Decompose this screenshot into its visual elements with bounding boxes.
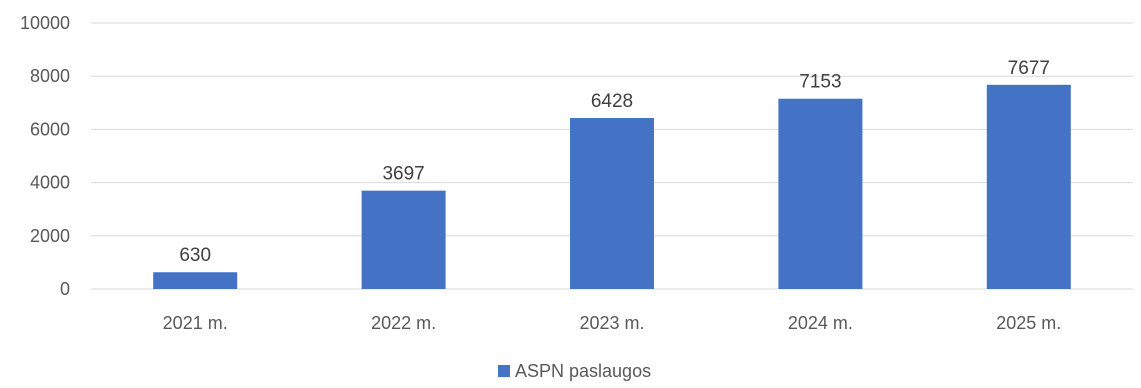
bars: [153, 84, 1071, 290]
bar: [570, 118, 654, 289]
y-tick-label: 0: [60, 279, 70, 299]
y-axis-ticks: 0 2000 4000 6000 8000 10000: [20, 13, 70, 299]
x-tick-label: 2023 m.: [579, 313, 644, 333]
y-tick-label: 8000: [30, 66, 70, 86]
legend-swatch: [498, 365, 510, 377]
bar: [361, 190, 446, 289]
bar: [153, 272, 238, 289]
x-tick-label: 2025 m.: [996, 313, 1061, 333]
data-label: 7153: [799, 72, 841, 93]
bar: [986, 84, 1071, 289]
y-tick-label: 2000: [30, 226, 70, 246]
legend: ASPN paslaugos: [498, 361, 651, 381]
x-tick-label: 2022 m.: [371, 313, 436, 333]
data-label: 3697: [382, 164, 424, 185]
data-label: 6428: [591, 91, 633, 112]
y-tick-label: 6000: [30, 119, 70, 139]
data-label: 7677: [1008, 58, 1050, 79]
x-axis-ticks: 2021 m. 2022 m. 2023 m. 2024 m. 2025 m.: [163, 313, 1062, 333]
data-labels: 630 3697 6428 7153 7677: [179, 58, 1050, 266]
y-tick-label: 4000: [30, 173, 70, 193]
data-label: 630: [179, 245, 211, 266]
x-tick-label: 2021 m.: [163, 313, 228, 333]
bar: [778, 98, 863, 290]
x-tick-label: 2024 m.: [788, 313, 853, 333]
y-tick-label: 10000: [20, 13, 70, 33]
legend-label: ASPN paslaugos: [515, 361, 651, 381]
